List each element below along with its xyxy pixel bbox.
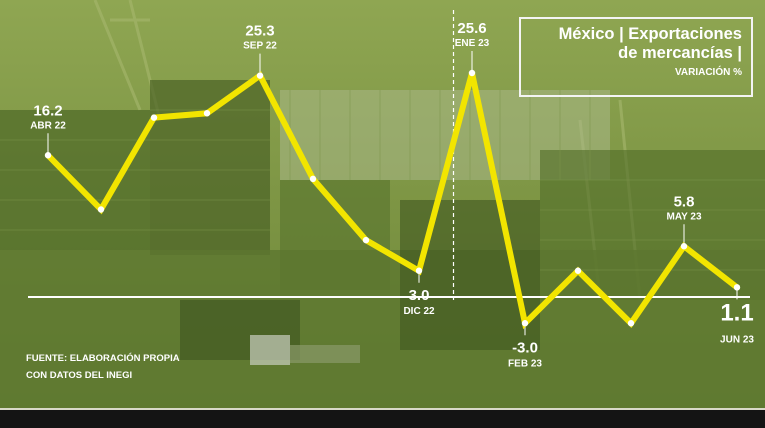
- data-label-date: JUN 23: [720, 334, 754, 345]
- data-label-date: ABR 22: [30, 120, 66, 131]
- data-label-date: MAY 23: [666, 211, 701, 222]
- data-label-date: ENE 23: [455, 38, 490, 49]
- data-point: [468, 69, 476, 77]
- legend-line-3: VARIACIÓN %: [674, 67, 742, 78]
- data-point: [97, 206, 105, 213]
- data-point: [521, 320, 529, 327]
- data-label-value: 5.8: [674, 193, 695, 210]
- data-label-value: 1.1: [720, 299, 753, 326]
- data-label-value: 25.6: [457, 20, 486, 37]
- series-line-exportaciones: [45, 71, 740, 330]
- data-point: [733, 284, 741, 291]
- source-note: FUENTE: ELABORACIÓN PROPIA CON DATOS DEL…: [26, 350, 180, 384]
- data-point: [415, 267, 423, 274]
- data-label-date: SEP 22: [243, 41, 277, 52]
- data-point: [256, 72, 264, 79]
- bottom-border: [0, 408, 765, 410]
- data-label-value: 25.3: [245, 23, 274, 40]
- data-point: [150, 114, 158, 121]
- legend-box: México | Exportaciones de mercancías | V…: [519, 17, 753, 97]
- bottom-band: [0, 410, 765, 428]
- data-point: [362, 236, 370, 244]
- data-label-date: FEB 23: [508, 358, 542, 369]
- data-point: [44, 152, 52, 159]
- legend-line-2: de mercancías |: [618, 44, 742, 62]
- data-points: [44, 69, 741, 327]
- data-point: [203, 110, 211, 117]
- data-label-value: 16.2: [33, 102, 62, 119]
- data-point: [574, 267, 582, 274]
- data-point: [627, 320, 635, 327]
- source-line-2: CON DATOS DEL INEGI: [26, 370, 133, 381]
- data-label-value: -3.0: [512, 339, 538, 356]
- data-point: [309, 175, 317, 183]
- data-label-value: 3.0: [409, 287, 430, 304]
- data-label-date: DIC 22: [403, 306, 435, 317]
- legend-line-1: México | Exportaciones: [558, 25, 742, 43]
- source-line-1: FUENTE: ELABORACIÓN PROPIA: [26, 353, 180, 364]
- data-point: [680, 243, 688, 250]
